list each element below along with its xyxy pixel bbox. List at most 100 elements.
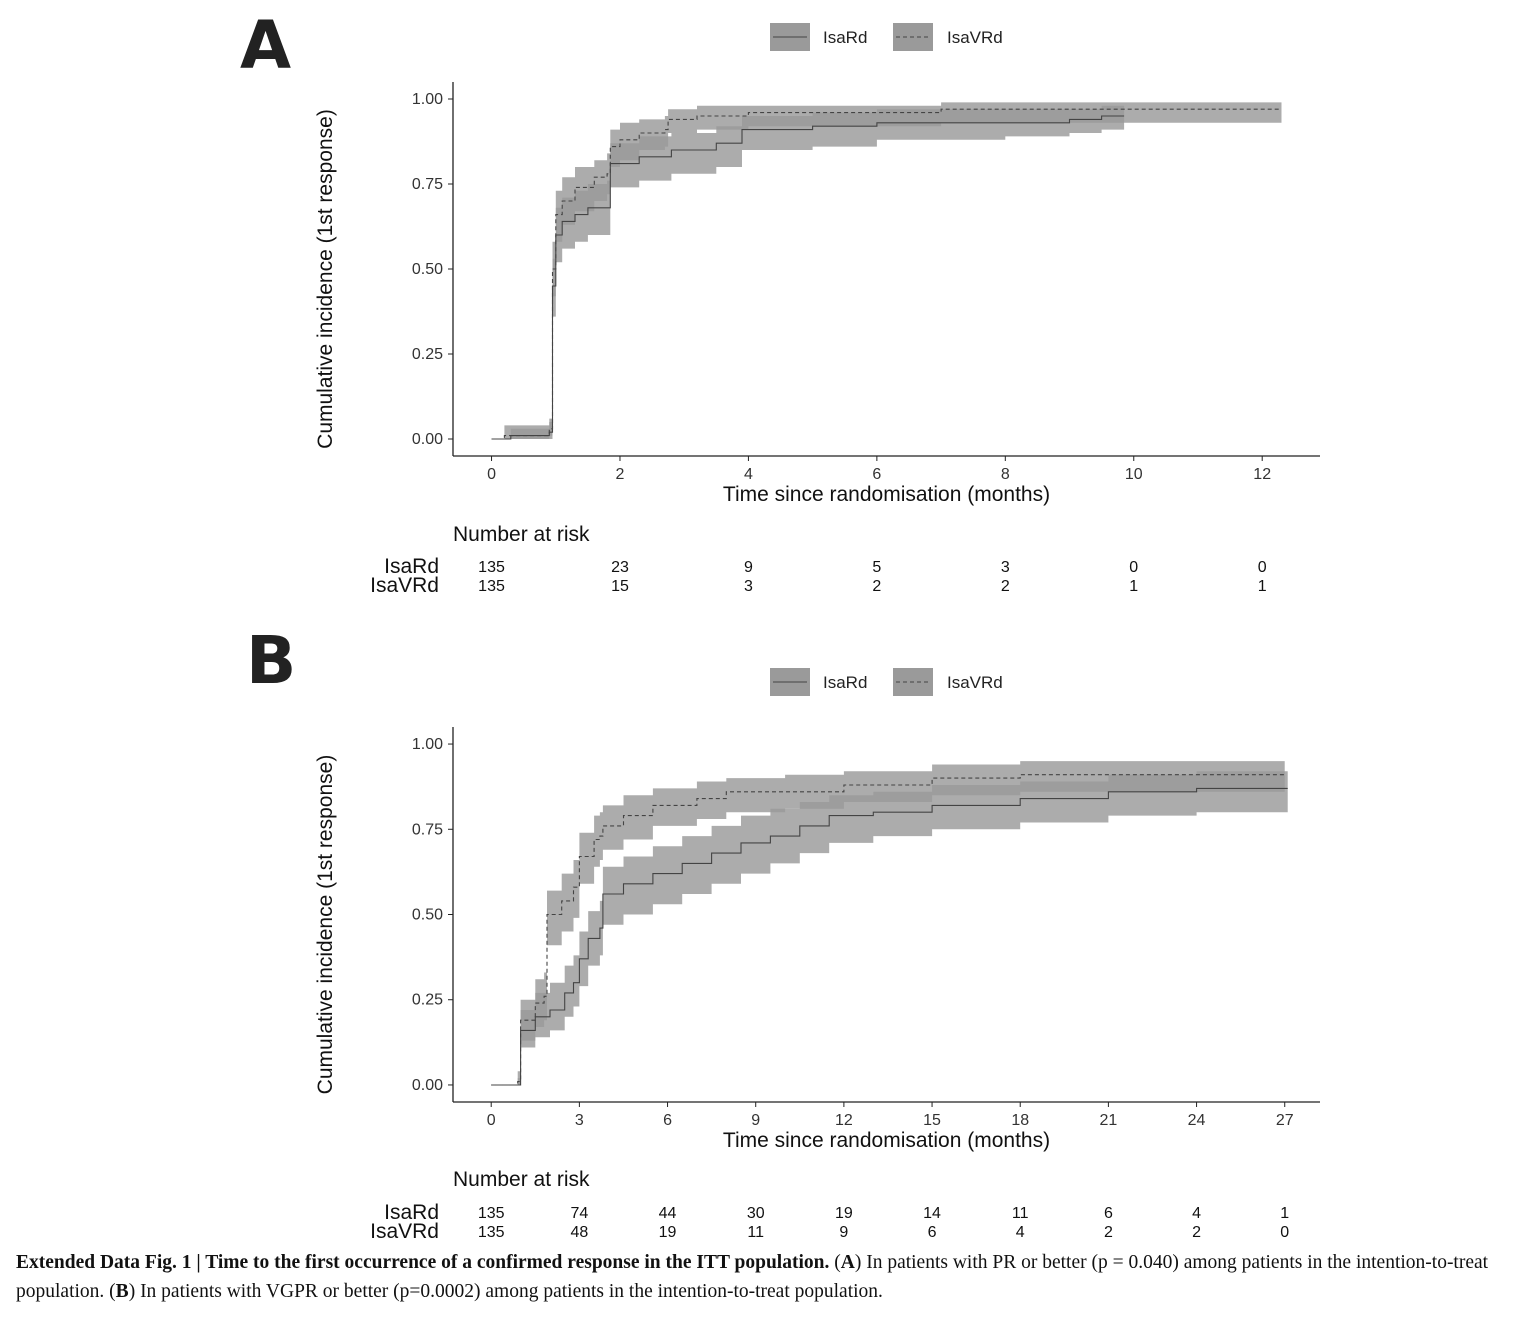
y-tick-label: 1.00 — [412, 91, 443, 108]
risk-count: 14 — [923, 1205, 941, 1222]
legend: IsaRd IsaVRd — [770, 23, 1003, 51]
x-tick-label: 4 — [744, 466, 753, 483]
risk-count: 2 — [1192, 1224, 1201, 1240]
x-tick-label: 6 — [872, 466, 881, 483]
legend-label-isavrd: IsaVRd — [947, 673, 1003, 692]
ci-band-isard — [491, 771, 1288, 1085]
x-tick-label: 0 — [487, 1112, 496, 1129]
legend-label-isavrd: IsaVRd — [947, 28, 1003, 47]
risk-count: 0 — [1280, 1224, 1289, 1240]
x-tick-label: 3 — [575, 1112, 584, 1129]
risk-count: 11 — [747, 1224, 764, 1240]
risk-count: 1 — [1129, 578, 1138, 595]
legend-label-isard: IsaRd — [823, 28, 867, 47]
risk-count: 48 — [570, 1224, 588, 1240]
risk-count: 135 — [478, 1205, 505, 1222]
risk-table-title: Number at risk — [453, 1168, 590, 1191]
series-line-isavrd — [491, 774, 1285, 1086]
risk-count: 2 — [872, 578, 881, 595]
x-tick-label: 21 — [1099, 1112, 1117, 1129]
y-tick-label: 0.50 — [412, 261, 443, 278]
panel-b-letter: B — [246, 622, 296, 699]
y-axis-title: Cumulative incidence (1st response) — [314, 755, 337, 1095]
risk-table-title: Number at risk — [453, 523, 590, 546]
x-axis-title: Time since randomisation (months) — [723, 483, 1050, 506]
x-tick-label: 27 — [1276, 1112, 1294, 1129]
caption-part-a-text: In patients with PR or better (p = 0.040… — [16, 1252, 1489, 1302]
panel-b: B 0.000.250.500.751.000 3 6 9 12 15 18 21 24 27Ti… — [246, 622, 1320, 1240]
x-tick-label: 0 — [487, 466, 496, 483]
risk-row-label-isavrd: IsaVRd — [370, 574, 439, 597]
y-tick-label: 0.75 — [412, 821, 443, 838]
risk-count: 6 — [928, 1224, 937, 1240]
x-tick-label: 2 — [616, 466, 625, 483]
risk-count: 3 — [1001, 559, 1010, 576]
caption-part-b-letter: B — [115, 1281, 129, 1302]
risk-row-label-isard: IsaRd — [384, 555, 439, 578]
x-tick-label: 9 — [751, 1112, 760, 1129]
plot-area-a — [491, 102, 1282, 440]
risk-count: 135 — [478, 1224, 505, 1240]
risk-count: 4 — [1016, 1224, 1025, 1240]
y-tick-label: 1.00 — [412, 736, 443, 753]
risk-count: 135 — [478, 578, 505, 595]
y-axis-title: Cumulative incidence (1st response) — [314, 109, 337, 449]
x-tick-label: 24 — [1188, 1112, 1206, 1129]
risk-count: 1 — [1258, 578, 1267, 595]
risk-count: 5 — [872, 559, 881, 576]
risk-row-label-isavrd: IsaVRd — [370, 1220, 439, 1240]
legend-label-isard: IsaRd — [823, 673, 867, 692]
risk-count: 19 — [659, 1224, 677, 1240]
risk-count: 74 — [570, 1205, 588, 1222]
risk-table: Number at risk IsaRd 135 74 44 30 19 14 11 6 4 1 Isa… — [370, 1168, 1289, 1240]
risk-count: 23 — [611, 559, 629, 576]
x-tick-label: 18 — [1011, 1112, 1029, 1129]
ci-band-isavrd — [491, 102, 1282, 440]
x-tick-label: 12 — [1253, 466, 1271, 483]
caption-part-a-letter: A — [840, 1252, 855, 1273]
risk-count: 15 — [611, 578, 629, 595]
risk-count: 6 — [1104, 1205, 1113, 1222]
figure: A 0.00 0.25 0.50 0.75 1.00 0 2 4 6 8 10 12 Time sinc… — [240, 7, 1320, 1240]
plot-area-b — [491, 761, 1288, 1086]
risk-count: 9 — [744, 559, 753, 576]
legend: IsaRd IsaVRd — [770, 668, 1003, 696]
x-tick-label: 15 — [923, 1112, 941, 1129]
risk-count: 135 — [478, 559, 505, 576]
x-axis-title: Time since randomisation (months) — [723, 1129, 1050, 1152]
x-tick-label: 8 — [1001, 466, 1010, 483]
series-line-isard — [491, 115, 1125, 440]
caption-part-b-text: In patients with VGPR or better (p=0.000… — [140, 1281, 883, 1302]
risk-count: 44 — [659, 1205, 677, 1222]
risk-count: 2 — [1104, 1224, 1113, 1240]
risk-count: 4 — [1192, 1205, 1201, 1222]
x-tick-label: 10 — [1125, 466, 1143, 483]
risk-count: 0 — [1129, 559, 1138, 576]
series-line-isard — [491, 787, 1288, 1086]
risk-row-label-isard: IsaRd — [384, 1201, 439, 1224]
x-tick-label: 12 — [835, 1112, 853, 1129]
risk-count: 0 — [1258, 559, 1267, 576]
risk-count: 30 — [747, 1205, 765, 1222]
risk-count: 2 — [1001, 578, 1010, 595]
y-tick-label: 0.75 — [412, 176, 443, 193]
x-tick-label: 6 — [663, 1112, 672, 1129]
risk-count: 3 — [744, 578, 753, 595]
y-tick-label: 0.00 — [412, 1077, 443, 1094]
series-line-isavrd — [491, 108, 1282, 440]
y-tick-label: 0.25 — [412, 992, 443, 1009]
risk-count: 1 — [1280, 1205, 1289, 1222]
y-tick-label: 0.25 — [412, 346, 443, 363]
figure-caption: Extended Data Fig. 1 | Time to the first… — [16, 1252, 1489, 1302]
risk-count: 19 — [835, 1205, 853, 1222]
ci-band-isard — [491, 105, 1125, 440]
y-tick-label: 0.00 — [412, 431, 443, 448]
caption-label: Extended Data Fig. 1 | Time to the first… — [16, 1252, 830, 1273]
risk-count: 11 — [1012, 1205, 1029, 1222]
y-tick-label: 0.50 — [412, 907, 443, 924]
risk-count: 9 — [839, 1224, 848, 1240]
panel-a-letter: A — [240, 7, 291, 84]
